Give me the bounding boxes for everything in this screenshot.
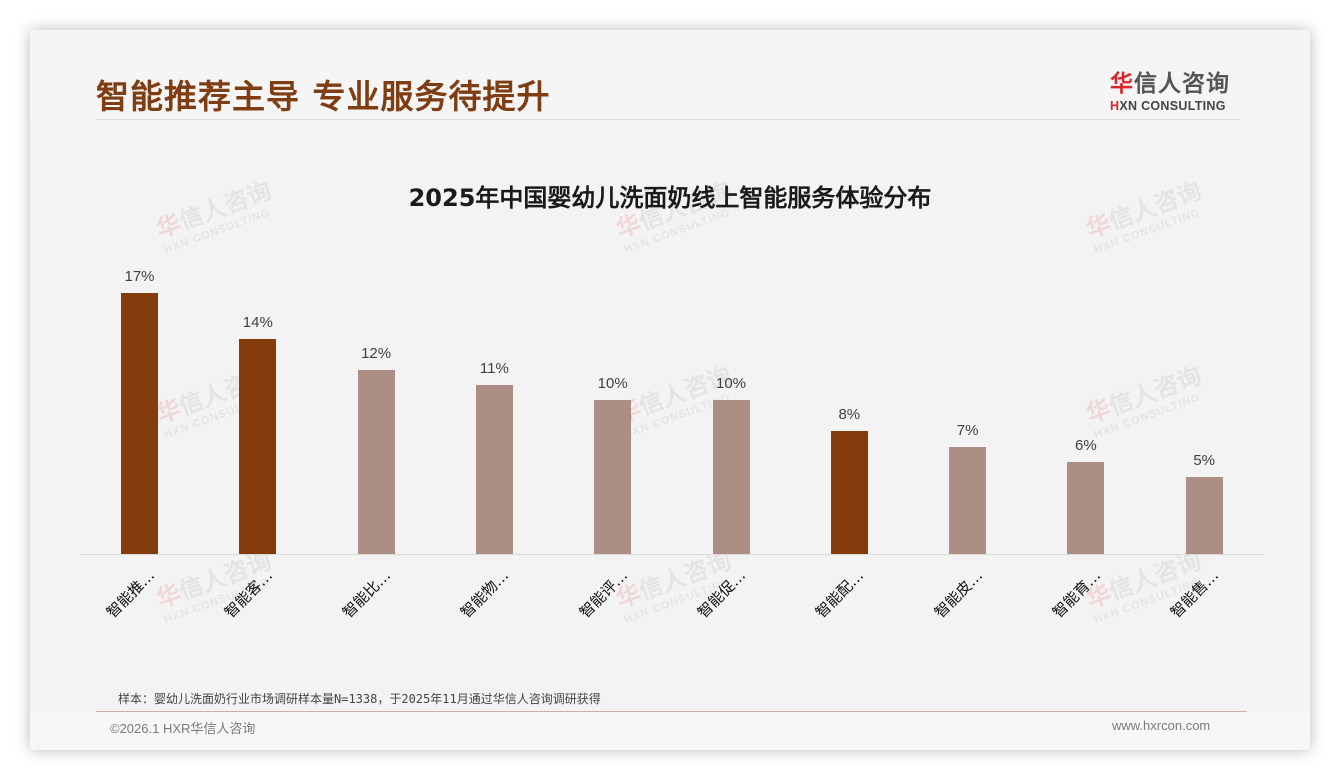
page-title: 智能推荐主导 专业服务待提升 <box>96 77 551 116</box>
header-divider <box>96 119 1240 120</box>
bar <box>949 446 987 554</box>
website-link[interactable]: www.hxrcon.com <box>1112 718 1211 733</box>
bar <box>357 369 395 554</box>
header-band <box>30 30 1310 120</box>
bar-value-label: 12% <box>361 344 392 362</box>
logo-en-highlight: H <box>1110 99 1120 113</box>
x-axis-category-label: 智能促… <box>693 566 750 622</box>
bar-value-label: 5% <box>1193 452 1216 470</box>
bar-value-label: 11% <box>479 360 509 378</box>
footer-divider <box>96 711 1247 712</box>
sample-note: 样本：婴幼儿洗面奶行业市场调研样本量N=1338，于2025年11月通过华信人咨… <box>118 692 601 706</box>
x-axis-category-label: 智能推… <box>102 566 158 622</box>
logo-cn-rest: 信人咨询 <box>1134 71 1230 97</box>
bar <box>1067 461 1105 554</box>
bar <box>712 400 750 554</box>
logo-cn-highlight: 华 <box>1110 71 1134 97</box>
bar <box>830 431 868 554</box>
x-axis-category-label: 智能客… <box>220 566 276 622</box>
bar-value-label: 10% <box>715 375 747 393</box>
x-axis-category-label: 智能售… <box>1167 566 1223 622</box>
bar-chart-plot: 17% 智能推… 14% 智能客… 12% 智能比… 11% 智能物… 10% 智能评… 10% 智能… <box>80 220 1264 622</box>
x-axis-category-label: 智能育… <box>1048 566 1105 622</box>
logo-cn: 华信人咨询 <box>1110 64 1240 98</box>
bar <box>239 339 277 554</box>
brand-logo: 华信人咨询 HXN CONSULTING <box>1110 64 1240 113</box>
x-axis-category-label: 智能评… <box>575 566 631 622</box>
x-axis-category-label: 智能配… <box>812 566 868 622</box>
x-axis-category-label: 智能物… <box>457 566 513 622</box>
footer-band <box>30 711 1310 750</box>
bar-value-label: 17% <box>124 268 155 285</box>
logo-en-rest: XN CONSULTING <box>1119 99 1226 113</box>
x-axis-line <box>80 554 1264 555</box>
bar <box>121 293 158 554</box>
slide: 华信人咨询 HXN CONSULTING 华信人咨询 HXN CONSULTING 华信… <box>30 30 1310 750</box>
bar-value-label: 14% <box>242 314 273 332</box>
logo-en: HXN CONSULTING <box>1110 99 1240 113</box>
bar <box>1185 477 1223 554</box>
copyright: ©2026.1 HXR华信人咨询 <box>110 721 256 736</box>
bar-value-label: 6% <box>1075 436 1097 454</box>
bar <box>475 385 513 554</box>
chart-title: 2025年中国婴幼儿洗面奶线上智能服务体验分布 <box>408 184 932 212</box>
x-axis-category-label: 智能皮… <box>930 566 986 622</box>
bar-value-label: 10% <box>597 375 628 393</box>
bar-value-label: 7% <box>956 421 979 439</box>
bar <box>594 400 632 554</box>
bar-value-label: 8% <box>838 406 861 424</box>
x-axis-category-label: 智能比… <box>339 566 395 622</box>
